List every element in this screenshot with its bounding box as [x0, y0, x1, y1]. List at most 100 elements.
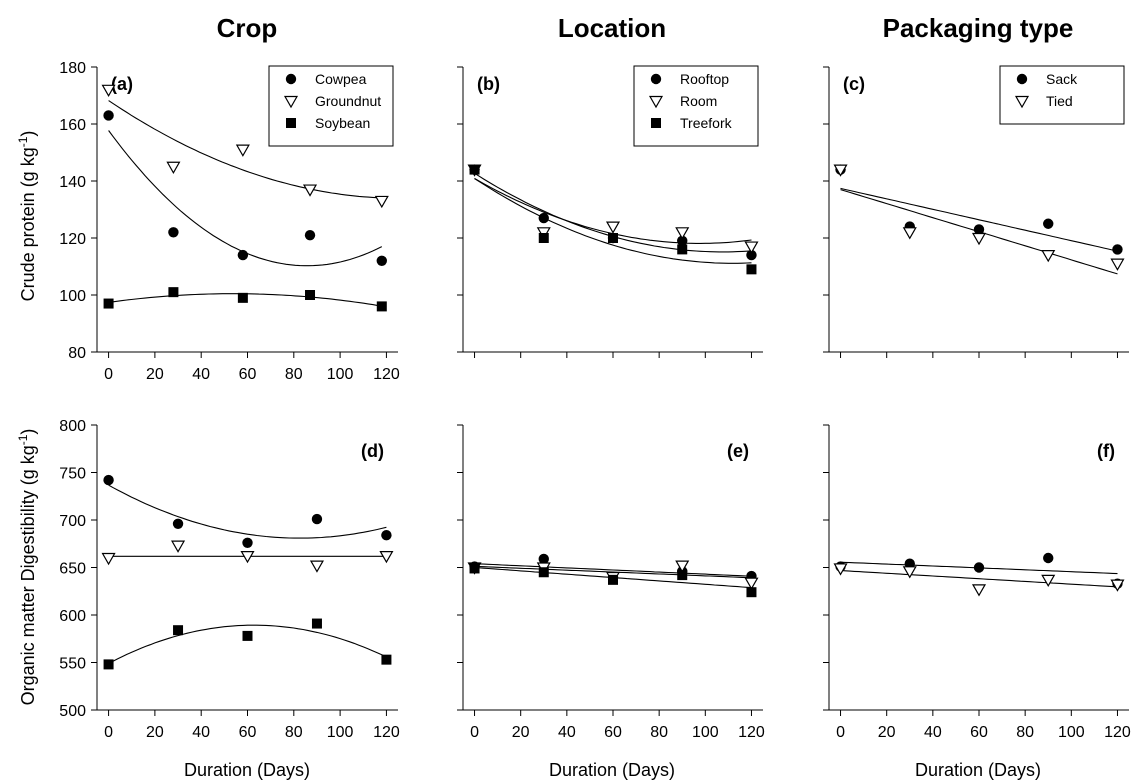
- data-point-circle: [538, 553, 549, 565]
- data-point-triangle: [101, 84, 116, 98]
- data-point-circle: [103, 474, 114, 486]
- x-tick-label: 80: [1016, 724, 1034, 741]
- legend-marker: [651, 118, 661, 128]
- data-point-circle: [538, 212, 549, 224]
- x-tick-label: 40: [192, 724, 210, 741]
- data-point-triangle: [1041, 574, 1056, 588]
- y-tick-label: 500: [59, 703, 86, 720]
- data-point-triangle: [1110, 258, 1125, 271]
- trend-line: [108, 624, 387, 664]
- legend-marker: [650, 73, 662, 85]
- x-axis-label-2: Duration (Days): [549, 760, 675, 780]
- y-axis-label-crude-protein: Crude protein (g kg-1): [16, 131, 38, 302]
- trend-line: [840, 187, 1118, 252]
- x-tick-label: 60: [970, 724, 988, 741]
- panel-label: (c): [843, 74, 865, 94]
- x-tick-label: 120: [373, 366, 400, 383]
- data-point-triangle: [379, 550, 394, 564]
- data-point-square: [538, 233, 549, 243]
- x-tick-label: 40: [924, 724, 942, 741]
- data-point-square: [242, 630, 253, 641]
- trend-line: [108, 100, 382, 199]
- data-point-circle: [168, 227, 179, 238]
- panel-label: (e): [727, 441, 749, 461]
- x-tick-label: 60: [604, 724, 622, 741]
- x-tick-label: 0: [470, 724, 479, 741]
- x-tick-label: 100: [327, 366, 354, 383]
- data-point-square: [237, 292, 248, 303]
- x-tick-label: 100: [692, 724, 719, 741]
- data-point-square: [677, 570, 688, 581]
- trend-line: [840, 569, 1118, 588]
- legend-label: Room: [680, 93, 717, 109]
- y-tick-label: 180: [59, 60, 86, 77]
- y-tick-label: 800: [59, 418, 86, 435]
- data-point-triangle: [744, 577, 759, 590]
- data-point-square: [469, 563, 480, 574]
- panel-d: 500 550 600 650 700 750 800 0 20 40 60 80 100 120 (d): [59, 418, 400, 741]
- panel-e: 0 20 40 60 80 100 120 (e): [457, 424, 765, 741]
- y-tick-label: 100: [59, 288, 86, 305]
- x-tick-label: 120: [738, 724, 765, 741]
- data-point-circle: [677, 235, 688, 247]
- x-tick-label: 20: [878, 724, 896, 741]
- data-point-triangle: [675, 227, 690, 240]
- column-title-location: Location: [558, 13, 666, 43]
- data-point-square: [381, 654, 392, 665]
- x-tick-label: 0: [836, 724, 845, 741]
- x-tick-label: 80: [285, 366, 303, 383]
- data-point-circle: [311, 513, 323, 525]
- panel-b: (b) Rooftop Room Treefork: [457, 65, 763, 358]
- y-tick-label: 80: [68, 345, 86, 362]
- y-axis-label-omd: Organic matter Digestibility (g kg-1): [16, 429, 38, 706]
- y-tick-label: 750: [59, 466, 86, 483]
- data-point-square: [103, 298, 114, 309]
- data-point-circle: [973, 224, 985, 235]
- panel-label: (a): [111, 74, 133, 94]
- x-axis-label-1: Duration (Days): [184, 760, 310, 780]
- legend-label: Rooftop: [680, 71, 729, 87]
- data-point-square: [173, 625, 184, 636]
- trend-line: [474, 178, 752, 264]
- data-point-triangle: [374, 195, 389, 209]
- data-point-square: [469, 164, 480, 175]
- data-point-triangle: [902, 227, 917, 240]
- data-point-square: [608, 574, 618, 585]
- panel-label: (d): [361, 441, 384, 461]
- data-point-circle: [103, 110, 114, 121]
- data-point-circle: [1043, 552, 1054, 564]
- y-tick-label: 550: [59, 656, 86, 673]
- x-tick-label: 0: [104, 724, 113, 741]
- data-point-triangle: [902, 566, 917, 579]
- legend-label: Sack: [1046, 71, 1078, 87]
- legend-marker: [285, 73, 297, 85]
- data-point-triangle: [833, 563, 848, 576]
- legend-marker: [1016, 73, 1028, 85]
- data-point-square: [608, 233, 618, 243]
- x-tick-label: 80: [650, 724, 668, 741]
- legend-label: Soybean: [315, 115, 370, 131]
- legend: Rooftop Room Treefork: [633, 65, 759, 147]
- x-tick-label: 20: [512, 724, 530, 741]
- legend-label: Treefork: [680, 115, 733, 131]
- column-title-crop: Crop: [217, 13, 278, 43]
- data-point-triangle: [833, 164, 848, 177]
- data-point-triangle: [235, 144, 250, 157]
- data-point-circle: [1112, 244, 1123, 255]
- data-point-triangle: [605, 221, 621, 234]
- data-point-circle: [237, 249, 249, 261]
- x-tick-label: 100: [327, 724, 354, 741]
- legend-label: Cowpea: [315, 71, 367, 87]
- data-point-triangle: [675, 560, 690, 573]
- data-point-triangle: [309, 560, 324, 573]
- data-point-circle: [172, 518, 184, 529]
- x-tick-label: 20: [146, 724, 164, 741]
- data-point-square: [746, 587, 757, 598]
- x-tick-label: 120: [373, 724, 400, 741]
- data-point-circle: [304, 229, 316, 241]
- data-point-square: [376, 301, 387, 312]
- y-tick-label: 140: [59, 174, 86, 191]
- y-tick-label: 160: [59, 117, 86, 134]
- trend-line: [108, 484, 387, 539]
- data-point-triangle: [302, 184, 318, 197]
